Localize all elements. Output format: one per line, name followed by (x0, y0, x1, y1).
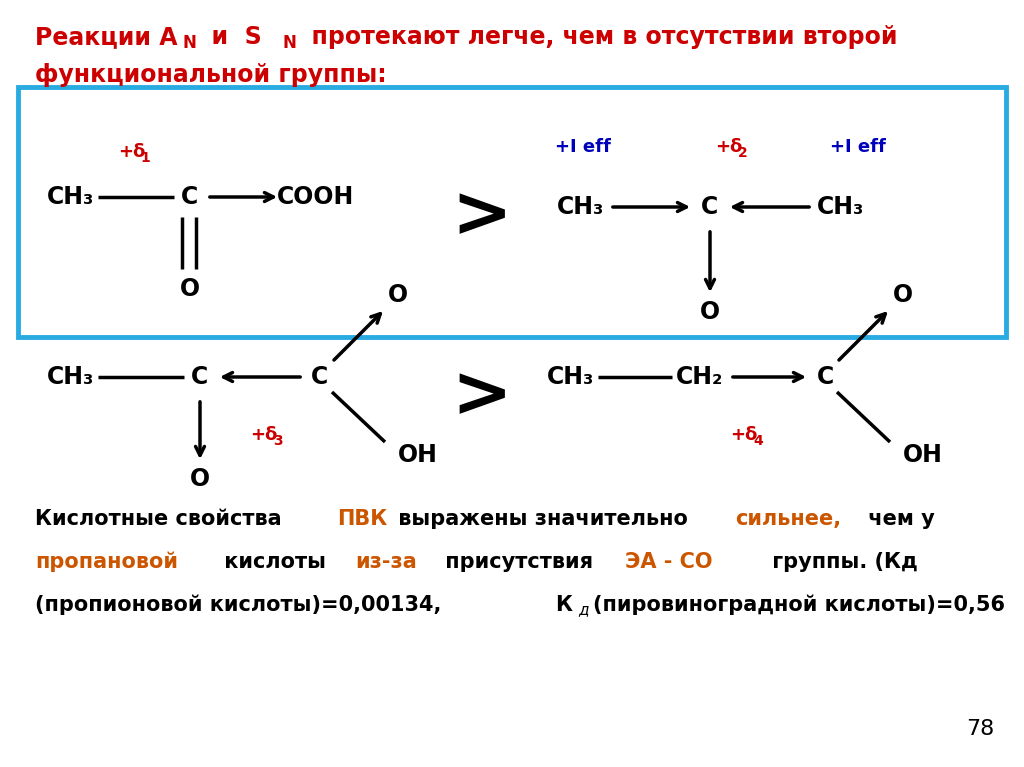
Text: кислоты: кислоты (217, 552, 333, 572)
Text: +I eff: +I eff (830, 138, 886, 156)
Text: C: C (181, 185, 199, 209)
Text: C: C (816, 365, 834, 389)
Text: ПВК: ПВК (337, 509, 387, 529)
Text: +δ: +δ (250, 426, 278, 444)
Text: COOH: COOH (276, 185, 353, 209)
Text: 2: 2 (738, 146, 748, 160)
Text: >: > (452, 363, 512, 432)
Text: 1: 1 (140, 151, 150, 165)
Text: +δ: +δ (715, 138, 742, 156)
Text: из-за: из-за (355, 552, 417, 572)
Text: К: К (555, 595, 572, 615)
Text: CH₃: CH₃ (46, 185, 93, 209)
Text: функциональной группы:: функциональной группы: (35, 63, 387, 87)
Text: пропановой: пропановой (35, 551, 178, 572)
Text: OH: OH (903, 443, 943, 467)
Text: OH: OH (398, 443, 438, 467)
Text: O: O (893, 283, 913, 307)
Text: сильнее,: сильнее, (735, 509, 841, 529)
Text: CH₃: CH₃ (816, 195, 863, 219)
Bar (18, 87, 1006, 337)
Text: O: O (388, 283, 408, 307)
Text: N: N (183, 34, 197, 52)
Text: Кислотные свойства: Кислотные свойства (35, 509, 289, 529)
Text: присутствия: присутствия (438, 552, 600, 572)
Text: C: C (311, 365, 329, 389)
Text: 4: 4 (753, 434, 763, 448)
Text: (пропионовой кислоты)=0,00134,: (пропионовой кислоты)=0,00134, (35, 594, 449, 615)
Text: +I eff: +I eff (555, 138, 611, 156)
Text: C: C (191, 365, 209, 389)
Text: CH₃: CH₃ (556, 195, 603, 219)
Text: чем у: чем у (861, 509, 935, 529)
Text: Реакции А: Реакции А (35, 25, 177, 49)
Text: +δ: +δ (730, 426, 758, 444)
Text: O: O (700, 300, 720, 324)
Text: и  S: и S (195, 25, 262, 49)
Text: O: O (180, 277, 200, 301)
Text: 78: 78 (966, 719, 994, 739)
Text: группы. (Кд: группы. (Кд (765, 552, 918, 572)
Text: (пировиноградной кислоты)=0,56: (пировиноградной кислоты)=0,56 (593, 594, 1005, 615)
Text: +δ: +δ (118, 143, 145, 161)
Text: CH₃: CH₃ (547, 365, 594, 389)
Text: выражены значительно: выражены значительно (391, 509, 695, 529)
Text: N: N (283, 34, 297, 52)
Text: O: O (189, 467, 210, 491)
Text: CH₂: CH₂ (676, 365, 724, 389)
Text: >: > (452, 183, 512, 252)
Text: протекают легче, чем в отсутствии второй: протекают легче, чем в отсутствии второй (295, 25, 897, 49)
Text: ЭА - СО: ЭА - СО (625, 552, 713, 572)
Text: C: C (701, 195, 719, 219)
Text: CH₃: CH₃ (46, 365, 93, 389)
Text: 3: 3 (273, 434, 283, 448)
Text: д: д (578, 603, 589, 617)
